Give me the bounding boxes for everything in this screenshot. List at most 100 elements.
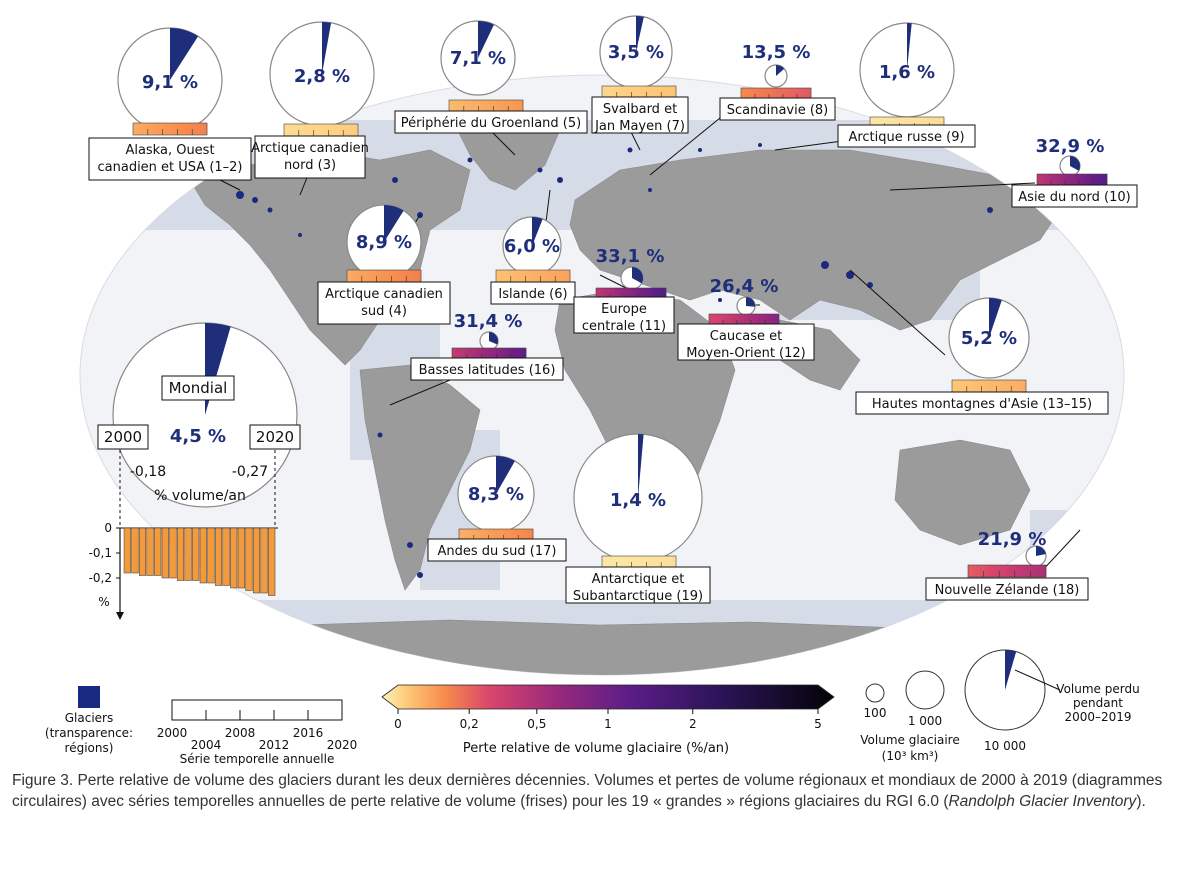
strip-cell: [484, 529, 489, 541]
strip-cell: [521, 270, 526, 282]
loss-label-1: Volume perdu: [1056, 682, 1139, 696]
label-box-iceland: [490, 281, 576, 305]
strip-cell: [709, 314, 713, 326]
strip-cell: [350, 124, 355, 136]
strip-cell: [996, 380, 1001, 392]
strip-cell: [302, 124, 307, 136]
region-central_europe: 33,1 % Europe centrale (11): [573, 246, 675, 334]
pie-central_europe-wedge: [632, 267, 644, 284]
region-low_latitudes: 31,4 % Basses latitudes (16): [410, 311, 564, 381]
pie-russian_arctic-pct: 1,6 %: [879, 62, 935, 83]
strip-cell: [144, 123, 149, 135]
strip-cell: [970, 380, 975, 392]
bar-2009: [192, 527, 200, 581]
pie-antarctic-wedge: [638, 434, 644, 498]
strip-cell: [870, 117, 874, 129]
strip-cell: [596, 288, 600, 300]
strip-cell: [779, 88, 784, 100]
pie-antarctic-pct: 1,4 %: [610, 490, 666, 511]
strip-cell: [1040, 174, 1045, 186]
caption-italic: Randolph Glacier Inventory: [948, 793, 1137, 810]
label-caucasus-line2: Moyen-Orient (12): [686, 346, 806, 361]
label-central_europe-line2: centrale (11): [582, 319, 666, 334]
strip-cell: [514, 348, 519, 360]
strip-cell: [486, 100, 490, 112]
strip-cell: [786, 88, 791, 100]
strip-cell: [664, 86, 669, 98]
region-iceland: 6,0 % Islande (6): [490, 216, 576, 305]
strip-cell: [751, 314, 755, 326]
region-alaska: 9,1 % Alaska, Ouest canadien et USA (1–2): [88, 27, 252, 181]
strip-cell: [940, 117, 945, 129]
strip-cell: [317, 124, 322, 136]
strip-cell: [620, 288, 625, 300]
strip-cell: [975, 565, 980, 577]
strip-cell: [551, 270, 556, 282]
strip-cell: [499, 529, 504, 541]
strip-cell: [566, 270, 571, 282]
label-antarctic-line2: Subantarctique (19): [573, 589, 703, 604]
strip-cell: [641, 288, 646, 300]
strip-cell: [488, 529, 493, 541]
strip-cell: [672, 556, 677, 568]
label-caucasus-line1: Caucase et: [710, 329, 782, 344]
colorbar-tick-label: 0: [394, 717, 402, 731]
bar-2019: [268, 527, 276, 596]
bar-2016: [245, 527, 253, 591]
strip-cell: [485, 348, 490, 360]
strip-cell: [624, 556, 629, 568]
strip-cell: [525, 529, 530, 541]
pie-alaska-pct: 9,1 %: [142, 72, 198, 93]
label-russian_arctic-line1: Arctique russe (9): [848, 130, 964, 145]
strip-cell: [719, 314, 724, 326]
strip-cell: [1082, 174, 1087, 186]
strip-cell: [639, 86, 643, 98]
strip-cell: [914, 117, 919, 129]
label-box-north_asia: [1011, 184, 1138, 208]
bar-2001: [131, 527, 139, 574]
strip-cell: [995, 565, 1000, 577]
strip-cell: [1093, 174, 1097, 186]
strip-cell: [188, 123, 193, 135]
colorbar-tick-label: 5: [814, 717, 822, 731]
strip-cell: [452, 348, 456, 360]
strip-cell: [1096, 174, 1101, 186]
strip-cell: [1010, 565, 1016, 577]
strip-cell: [758, 314, 762, 326]
strip-cell: [492, 529, 497, 541]
bar-2011: [207, 527, 215, 584]
strip-cell: [664, 556, 669, 568]
strip-cell: [478, 100, 483, 112]
glacier-swatch: [78, 686, 100, 708]
strip-cell: [455, 348, 460, 360]
strip-cell: [354, 270, 359, 282]
strip-cell: [507, 270, 512, 282]
strip-north_asia: [1036, 173, 1108, 187]
strip-cell: [599, 288, 604, 300]
strip-cell: [177, 123, 182, 135]
strip-cell: [508, 100, 513, 112]
strip-cell: [662, 288, 667, 300]
strip-cell: [881, 117, 886, 129]
strip-cell: [515, 100, 520, 112]
strip-cell: [466, 529, 471, 541]
pie-north_asia-pct: 32,9 %: [1036, 136, 1105, 157]
strip-new_zealand: [967, 564, 1047, 578]
label-box-arctic_ca_north: [254, 135, 366, 179]
strip-cell: [474, 348, 479, 360]
strip-cell: [741, 88, 745, 100]
pie-low_latitudes-wedge: [489, 332, 498, 345]
strip-cell: [888, 117, 893, 129]
strip-cell: [768, 314, 773, 326]
label-box-antarctic: [565, 566, 711, 604]
strip-cell: [639, 556, 643, 568]
region-caucasus: 26,4 % Caucase et Moyen-Orient (12): [677, 276, 815, 361]
strip-cell: [522, 348, 527, 360]
strip-cell: [402, 270, 407, 282]
strip-cell: [974, 380, 979, 392]
label-box-southern_andes: [427, 538, 567, 562]
region-new_zealand: 21,9 % Nouvelle Zélande (18): [925, 529, 1089, 601]
strip-cell: [184, 123, 189, 135]
strip-cell: [555, 270, 560, 282]
strip-cell: [653, 556, 658, 568]
